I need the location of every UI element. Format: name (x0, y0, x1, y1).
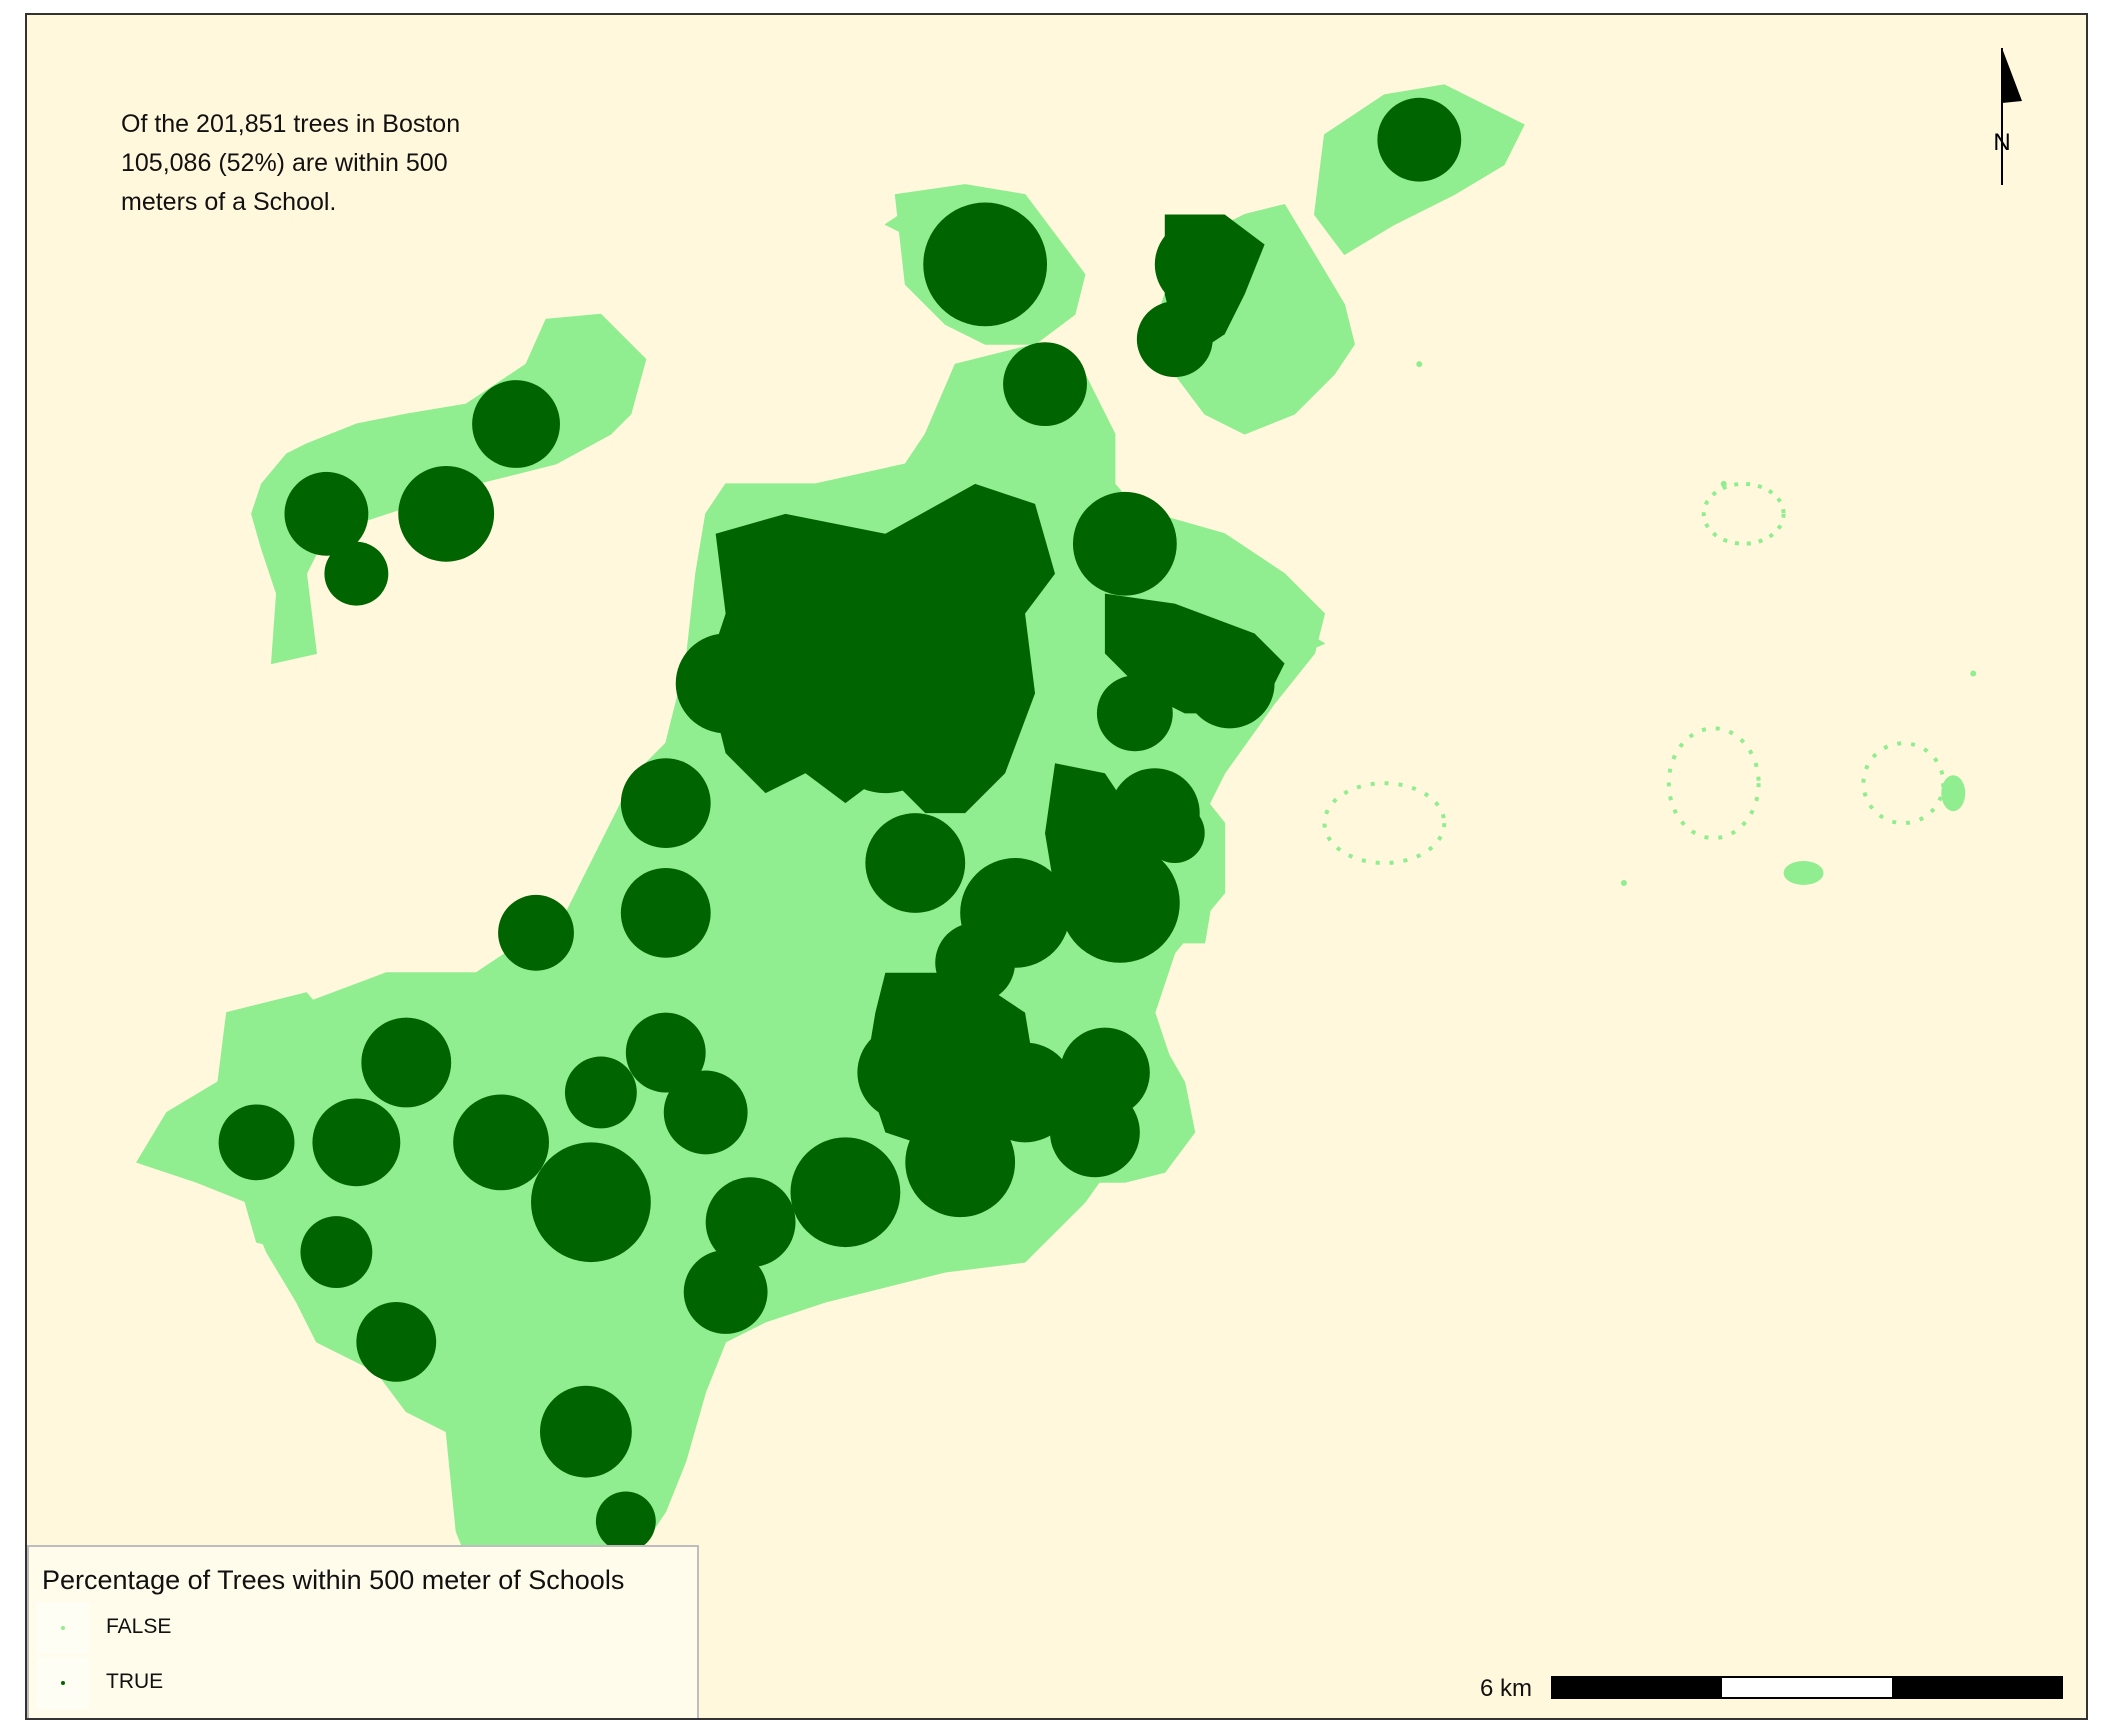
island-dot (1720, 480, 1727, 487)
true-dense-central (705, 483, 1056, 814)
legend-item-false: FALSE (37, 1602, 437, 1654)
school-buffer (620, 758, 711, 849)
legend-swatch (37, 1657, 89, 1709)
scale-bar-segment (1891, 1678, 2061, 1697)
island-dot (1783, 861, 1824, 885)
school-buffer (218, 1104, 295, 1181)
legend-dot-true (61, 1681, 65, 1685)
legend: Percentage of Trees within 500 meter of … (27, 1545, 699, 1718)
true-dense-east-boston (1104, 593, 1285, 714)
map-frame[interactable]: Of the 201,851 trees in Boston 105,086 (… (25, 13, 2088, 1720)
island-dot (1620, 879, 1627, 886)
tree-map[interactable] (27, 15, 2086, 1718)
legend-swatch (37, 1602, 89, 1654)
island-dot (1941, 775, 1966, 812)
school-buffer (324, 541, 389, 606)
school-buffer (531, 1142, 651, 1263)
island-cluster (1701, 481, 1786, 546)
scale-bar-label: 6 km (1480, 1675, 1533, 1702)
scale-bar-segment (1722, 1678, 1892, 1697)
school-buffer (625, 1012, 706, 1093)
school-buffer (284, 471, 369, 556)
scale-bar (1551, 1676, 2063, 1699)
true-dense-charlestown (1164, 214, 1265, 355)
school-buffer (356, 1301, 437, 1382)
annotation-line: Of the 201,851 trees in Boston (121, 110, 461, 138)
school-buffer (312, 1098, 401, 1187)
legend-label-true: TRUE (106, 1670, 164, 1693)
north-arrow-icon: N (1993, 48, 2022, 185)
school-buffer (1072, 491, 1177, 596)
school-buffer (1003, 342, 1087, 427)
school-buffer (472, 380, 560, 468)
annotation-line: 105,086 (52%) are within 500 (121, 149, 448, 177)
school-buffer (564, 1056, 637, 1129)
school-buffer (683, 1250, 768, 1334)
island-cluster (1861, 741, 1946, 826)
school-buffer (1144, 803, 1205, 864)
school-buffer (865, 813, 966, 913)
school-buffer (300, 1216, 373, 1289)
school-buffer (398, 465, 495, 562)
true-dense-blocks (705, 214, 1285, 1153)
summary-annotation: Of the 201,851 trees in Boston 105,086 (… (121, 105, 541, 222)
school-buffer (498, 894, 574, 971)
school-buffer (595, 1491, 656, 1552)
false-area-charlestown-top (884, 204, 926, 245)
annotation-line: meters of a School. (121, 188, 337, 216)
legend-dot-false (61, 1626, 65, 1630)
school-buffer (705, 1177, 796, 1268)
school-buffer (663, 1070, 748, 1155)
harbor-islands (1322, 361, 1977, 886)
school-buffer (790, 1137, 901, 1248)
school-buffer (540, 1385, 632, 1478)
school-buffer (1050, 1087, 1140, 1178)
school-buffer (1377, 97, 1462, 182)
true-dense-dorchester (865, 972, 1036, 1153)
true-dense-south-boston (1045, 763, 1145, 913)
island-dot (1970, 670, 1977, 677)
school-buffer (923, 202, 1048, 327)
school-buffer (361, 1017, 452, 1108)
island-dot (1416, 361, 1423, 368)
legend-item-true: TRUE (37, 1657, 437, 1709)
north-arrow-head (2002, 48, 2022, 103)
island-cluster (1322, 781, 1447, 866)
island-cluster (1666, 726, 1761, 841)
school-buffer (620, 867, 711, 958)
scale-bar-segment (1553, 1678, 1723, 1697)
legend-label-false: FALSE (106, 1615, 172, 1638)
north-arrow-label: N (1993, 129, 2010, 156)
school-buffer (453, 1094, 549, 1191)
legend-title: Percentage of Trees within 500 meter of … (42, 1565, 625, 1595)
